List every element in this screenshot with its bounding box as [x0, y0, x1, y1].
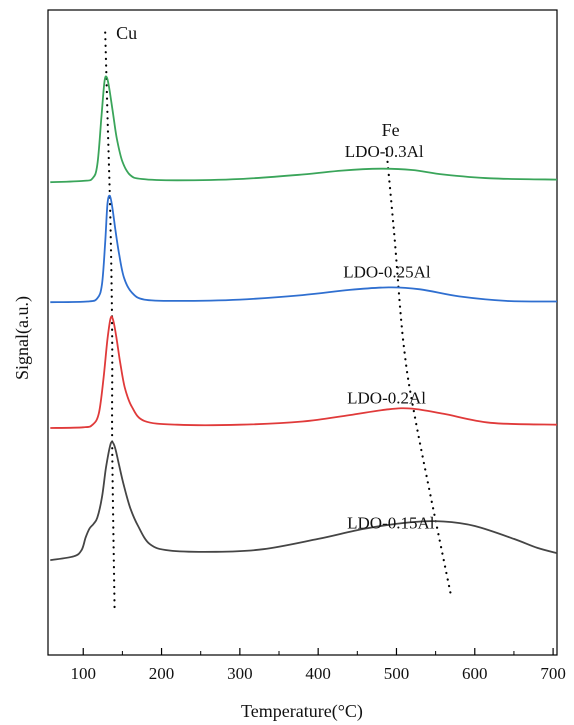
- series-line-3: [50, 315, 558, 429]
- x-tick-label: 100: [70, 664, 96, 683]
- cu-peak-label: Cu: [116, 23, 137, 43]
- series-line-2: [50, 194, 558, 304]
- series-line-4: [50, 441, 558, 562]
- x-axis-title: Temperature(°C): [241, 701, 363, 722]
- label-group: LDO-0.3Al LDO-0.25Al LDO-0.2Al LDO-0.15Al Cu…: [116, 23, 435, 533]
- guide-lines: [104, 31, 453, 611]
- series-label-3: LDO-0.2Al: [347, 388, 426, 407]
- x-axis-ticks: 100 200 300 400 500 600 700: [70, 648, 566, 683]
- series-group: [50, 75, 558, 562]
- x-tick-label: 500: [384, 664, 410, 683]
- x-tick-label: 200: [149, 664, 175, 683]
- series-label-1: LDO-0.3Al: [345, 142, 424, 161]
- fe-peak-label: Fe: [382, 120, 400, 140]
- y-axis-title: Signal(a.u.): [12, 296, 33, 380]
- series-line-1: [50, 75, 558, 184]
- plot-frame: [47, 9, 558, 656]
- x-tick-label: 400: [305, 664, 331, 683]
- cu-guide-line: [104, 31, 116, 611]
- x-tick-label: 300: [227, 664, 253, 683]
- series-label-4: LDO-0.15Al: [347, 514, 435, 533]
- x-tick-label: 700: [540, 664, 566, 683]
- x-tick-label: 600: [462, 664, 488, 683]
- series-label-2: LDO-0.25Al: [343, 263, 431, 282]
